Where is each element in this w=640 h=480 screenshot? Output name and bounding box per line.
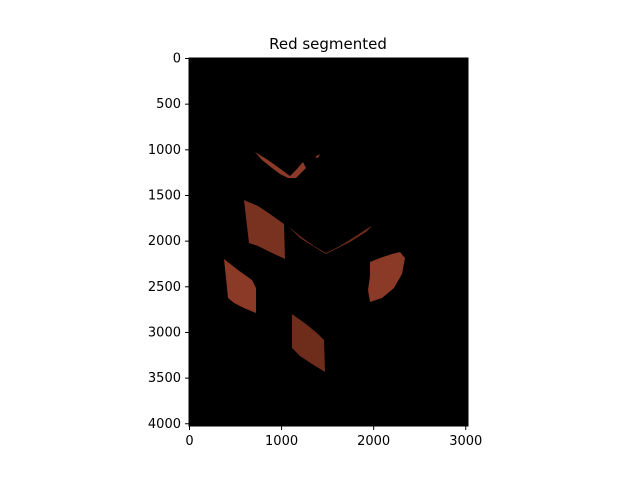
y-tick-label: 2500	[148, 280, 181, 295]
y-axis: 0 500 1000 1500 2000 2500 3000 3500 4000	[148, 52, 189, 432]
x-axis: 0 1000 2000 3000	[185, 426, 482, 449]
segment-left-front-face	[244, 200, 285, 259]
x-tick-label: 3000	[449, 434, 482, 449]
chart-title: Red segmented	[269, 35, 387, 53]
segment-bottom-face	[292, 314, 325, 372]
y-tick-label: 1500	[148, 188, 181, 203]
image-plot-area	[188, 57, 469, 427]
y-tick-label: 2000	[148, 234, 181, 249]
segment-lower-left-face	[224, 259, 256, 313]
segment-top-face-edge	[255, 152, 306, 178]
y-tick-label: 4000	[148, 417, 181, 432]
x-tick-label: 2000	[357, 434, 390, 449]
segment-right-face	[368, 252, 405, 302]
y-tick-label: 1000	[148, 143, 181, 158]
y-tick-label: 0	[173, 52, 181, 67]
segmented-regions	[224, 152, 405, 372]
segment-top-fragment	[315, 154, 320, 158]
axes-frame	[188, 57, 469, 427]
segment-center-edge	[288, 226, 372, 254]
y-tick-label: 500	[156, 97, 181, 112]
y-tick-label: 3500	[148, 371, 181, 386]
x-tick-label: 1000	[265, 434, 298, 449]
y-tick-label: 3000	[148, 325, 181, 340]
x-tick-label: 0	[185, 434, 193, 449]
image-background	[189, 58, 468, 426]
